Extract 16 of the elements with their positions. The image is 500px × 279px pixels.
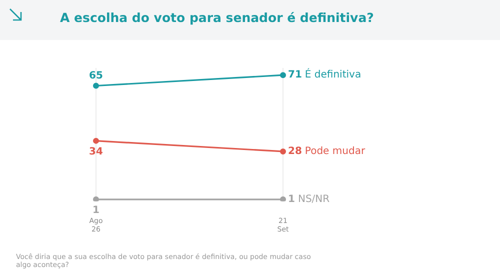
series-label: NS/NR xyxy=(298,194,330,206)
data-label: 1 xyxy=(288,194,295,206)
point xyxy=(280,148,286,154)
point xyxy=(280,72,286,78)
data-label: 71 xyxy=(288,70,302,81)
series-label: É definitiva xyxy=(304,68,362,81)
chart-title: A escolha do voto para senador é definitiva? xyxy=(60,10,374,25)
point xyxy=(93,138,99,144)
point xyxy=(93,196,99,202)
data-label: 28 xyxy=(288,146,302,158)
data-label: 65 xyxy=(89,70,103,82)
point xyxy=(280,196,286,202)
point xyxy=(93,82,99,89)
data-label: 1 xyxy=(92,205,100,216)
data-label: 34 xyxy=(89,146,103,158)
series-label: Pode mudar xyxy=(304,146,366,158)
